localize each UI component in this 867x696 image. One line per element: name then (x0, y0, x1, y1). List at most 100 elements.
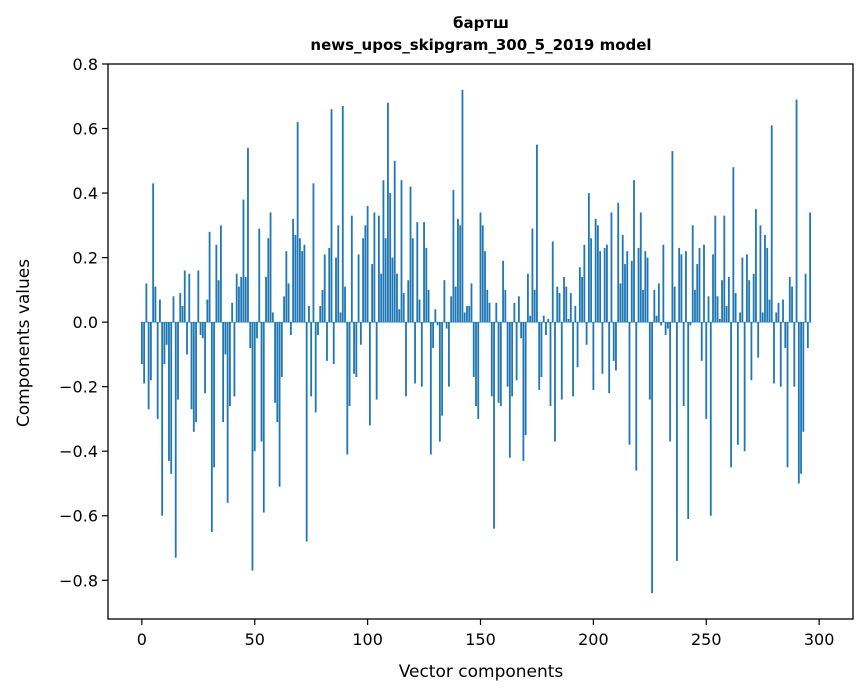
bar (739, 312, 742, 323)
bar (161, 322, 164, 516)
bar (292, 218, 295, 323)
bar (301, 251, 304, 323)
bar (400, 180, 403, 323)
bar (590, 238, 593, 323)
bar (398, 309, 401, 323)
bar (569, 293, 572, 323)
bar (718, 318, 721, 323)
bar (357, 254, 360, 323)
bar (181, 306, 184, 323)
bar (583, 244, 586, 323)
bar (269, 212, 272, 323)
bar (545, 322, 547, 336)
bar (213, 322, 216, 468)
bar-series (140, 89, 812, 594)
bar (725, 306, 728, 323)
bar (368, 322, 371, 426)
bar (678, 247, 681, 323)
bar (355, 322, 358, 377)
bar (391, 257, 394, 323)
bar (240, 276, 243, 323)
bar (481, 225, 484, 323)
bar (423, 222, 425, 323)
bar (669, 322, 672, 442)
bar (330, 109, 333, 323)
bar (459, 225, 462, 323)
bar (804, 273, 807, 323)
bar (786, 322, 789, 468)
bar (265, 276, 267, 323)
bar (655, 315, 658, 323)
bar (373, 212, 376, 323)
bar (648, 322, 651, 400)
bar (149, 322, 152, 381)
bar (418, 299, 421, 323)
bar (515, 322, 518, 381)
bar (475, 322, 477, 407)
bar (490, 322, 493, 397)
bar (714, 215, 717, 323)
bar (183, 270, 186, 323)
bar (179, 293, 182, 323)
bar (407, 280, 410, 323)
bar (764, 235, 766, 323)
bar (280, 322, 283, 377)
bar (770, 125, 773, 323)
bar (274, 322, 276, 403)
bar (204, 322, 206, 394)
bar (759, 225, 762, 323)
bar (348, 322, 351, 407)
bar (608, 322, 611, 394)
bar (502, 260, 504, 323)
bar (578, 267, 581, 323)
bar (472, 322, 475, 377)
bar (197, 270, 200, 323)
chart-subtitle: news_upos_skipgram_300_5_2019 model (310, 36, 651, 54)
bar (296, 122, 299, 323)
bar (560, 322, 563, 400)
bar (673, 286, 676, 323)
bar (346, 322, 349, 455)
bar (260, 322, 263, 442)
bar (734, 293, 737, 323)
bar (267, 238, 270, 323)
bar (797, 322, 800, 484)
bar (233, 322, 236, 397)
bar (258, 228, 261, 323)
bar (454, 286, 457, 323)
y-tick-label: 0.2 (73, 249, 98, 268)
x-tick-label: 50 (245, 630, 265, 649)
bar (420, 322, 423, 387)
bar (312, 183, 315, 323)
x-axis-label: Vector components (399, 662, 564, 682)
bar (303, 244, 306, 323)
bar (172, 296, 175, 323)
bar (639, 212, 642, 323)
bar (177, 322, 179, 400)
y-tick-label: −0.6 (59, 507, 98, 526)
bar (238, 286, 240, 323)
bar (610, 212, 613, 323)
bar (709, 322, 712, 516)
bar (170, 322, 173, 474)
bar (574, 306, 577, 323)
bar (429, 322, 432, 455)
bar (795, 99, 798, 323)
bar (328, 247, 331, 323)
bar (657, 283, 660, 323)
x-tick-label: 200 (578, 630, 609, 649)
bar (587, 193, 590, 323)
bar (556, 286, 559, 323)
bar (242, 199, 245, 323)
bar (511, 322, 514, 397)
bar (745, 254, 748, 323)
bar (508, 322, 511, 458)
bar (447, 322, 450, 387)
bar (147, 322, 150, 410)
bar (262, 322, 265, 513)
bar (393, 160, 396, 323)
bar (630, 260, 633, 323)
bar (617, 202, 620, 323)
bar (210, 322, 213, 532)
bar (504, 289, 507, 323)
